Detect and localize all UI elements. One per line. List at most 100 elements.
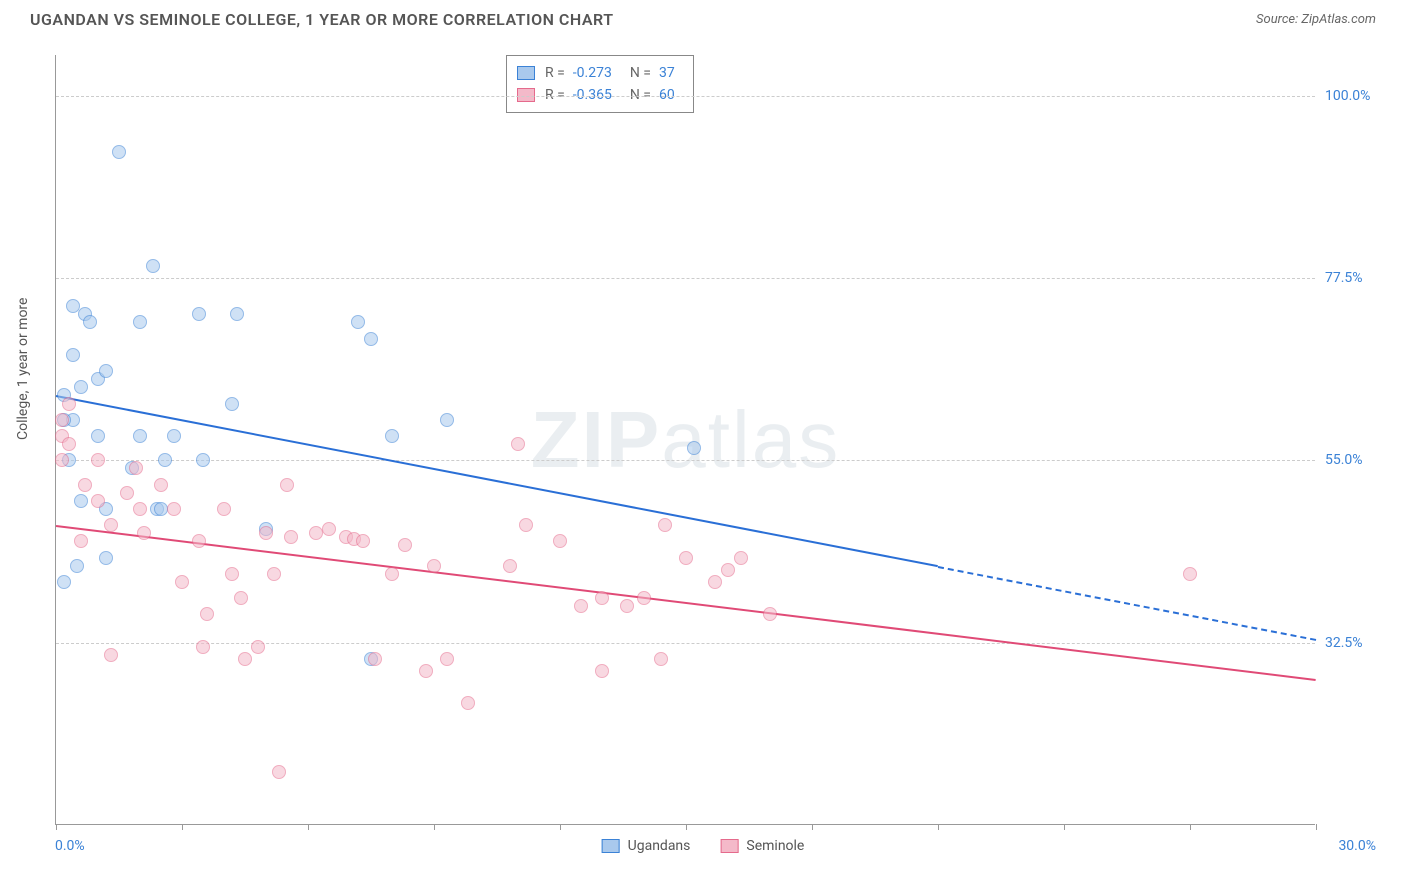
- y-tick-label: 32.5%: [1325, 635, 1385, 651]
- correlation-legend: R =-0.273N =37R =-0.365N =60: [506, 55, 694, 113]
- x-axis-min-label: 0.0%: [55, 838, 85, 854]
- x-tick: [686, 824, 687, 830]
- x-axis-max-label: 30.0%: [1338, 838, 1376, 854]
- data-point: [238, 652, 252, 666]
- gridline: [56, 460, 1315, 461]
- legend-label: Seminole: [746, 838, 804, 854]
- data-point: [267, 567, 281, 581]
- x-tick: [182, 824, 183, 830]
- data-point: [398, 538, 412, 552]
- data-point: [440, 652, 454, 666]
- data-point: [74, 494, 88, 508]
- data-point: [658, 518, 672, 532]
- data-point: [708, 575, 722, 589]
- data-point: [687, 441, 701, 455]
- legend-row: R =-0.273N =37: [517, 62, 683, 84]
- chart-plot-area: ZIPatlas R =-0.273N =37R =-0.365N =60 32…: [55, 55, 1315, 825]
- data-point: [225, 567, 239, 581]
- data-point: [154, 478, 168, 492]
- trend-line: [938, 566, 1316, 641]
- data-point: [259, 526, 273, 540]
- data-point: [57, 575, 71, 589]
- data-point: [503, 559, 517, 573]
- gridline: [56, 96, 1315, 97]
- data-point: [230, 307, 244, 321]
- y-tick-label: 100.0%: [1325, 88, 1385, 104]
- data-point: [351, 315, 365, 329]
- gridline: [56, 278, 1315, 279]
- data-point: [55, 453, 69, 467]
- data-point: [175, 575, 189, 589]
- data-point: [133, 315, 147, 329]
- data-point: [217, 502, 231, 516]
- data-point: [461, 696, 475, 710]
- r-label: R =: [545, 62, 565, 84]
- data-point: [225, 397, 239, 411]
- data-point: [192, 307, 206, 321]
- watermark: ZIPatlas: [531, 394, 840, 486]
- data-point: [419, 664, 433, 678]
- legend-label: Ugandans: [628, 838, 691, 854]
- data-point: [272, 765, 286, 779]
- data-point: [104, 518, 118, 532]
- watermark-bold: ZIP: [531, 395, 661, 484]
- data-point: [280, 478, 294, 492]
- x-tick: [938, 824, 939, 830]
- x-tick: [308, 824, 309, 830]
- data-point: [679, 551, 693, 565]
- data-point: [322, 522, 336, 536]
- data-point: [637, 591, 651, 605]
- legend-item: Ugandans: [602, 838, 691, 854]
- data-point: [192, 534, 206, 548]
- data-point: [620, 599, 634, 613]
- data-point: [356, 534, 370, 548]
- x-tick: [812, 824, 813, 830]
- data-point: [83, 315, 97, 329]
- legend-swatch: [720, 839, 738, 853]
- data-point: [385, 567, 399, 581]
- data-point: [62, 397, 76, 411]
- r-value: -0.273: [573, 62, 612, 84]
- data-point: [763, 607, 777, 621]
- data-point: [511, 437, 525, 451]
- data-point: [440, 413, 454, 427]
- data-point: [74, 534, 88, 548]
- data-point: [104, 648, 118, 662]
- data-point: [368, 652, 382, 666]
- y-tick-label: 55.0%: [1325, 452, 1385, 468]
- data-point: [91, 494, 105, 508]
- data-point: [595, 591, 609, 605]
- data-point: [595, 664, 609, 678]
- data-point: [133, 429, 147, 443]
- chart-title: UGANDAN VS SEMINOLE COLLEGE, 1 YEAR OR M…: [30, 10, 614, 29]
- data-point: [70, 559, 84, 573]
- data-point: [200, 607, 214, 621]
- data-point: [91, 453, 105, 467]
- data-point: [284, 530, 298, 544]
- data-point: [364, 332, 378, 346]
- data-point: [66, 348, 80, 362]
- legend-swatch: [517, 66, 535, 80]
- data-point: [196, 453, 210, 467]
- data-point: [146, 259, 160, 273]
- data-point: [721, 563, 735, 577]
- data-point: [112, 145, 126, 159]
- data-point: [99, 551, 113, 565]
- source-label: Source: ZipAtlas.com: [1256, 12, 1376, 27]
- data-point: [137, 526, 151, 540]
- x-tick: [1190, 824, 1191, 830]
- data-point: [133, 502, 147, 516]
- data-point: [167, 502, 181, 516]
- data-point: [91, 429, 105, 443]
- n-value: 37: [659, 62, 675, 84]
- data-point: [574, 599, 588, 613]
- data-point: [158, 453, 172, 467]
- data-point: [251, 640, 265, 654]
- data-point: [734, 551, 748, 565]
- data-point: [553, 534, 567, 548]
- x-tick: [560, 824, 561, 830]
- data-point: [62, 437, 76, 451]
- data-point: [427, 559, 441, 573]
- x-tick: [1064, 824, 1065, 830]
- x-tick: [56, 824, 57, 830]
